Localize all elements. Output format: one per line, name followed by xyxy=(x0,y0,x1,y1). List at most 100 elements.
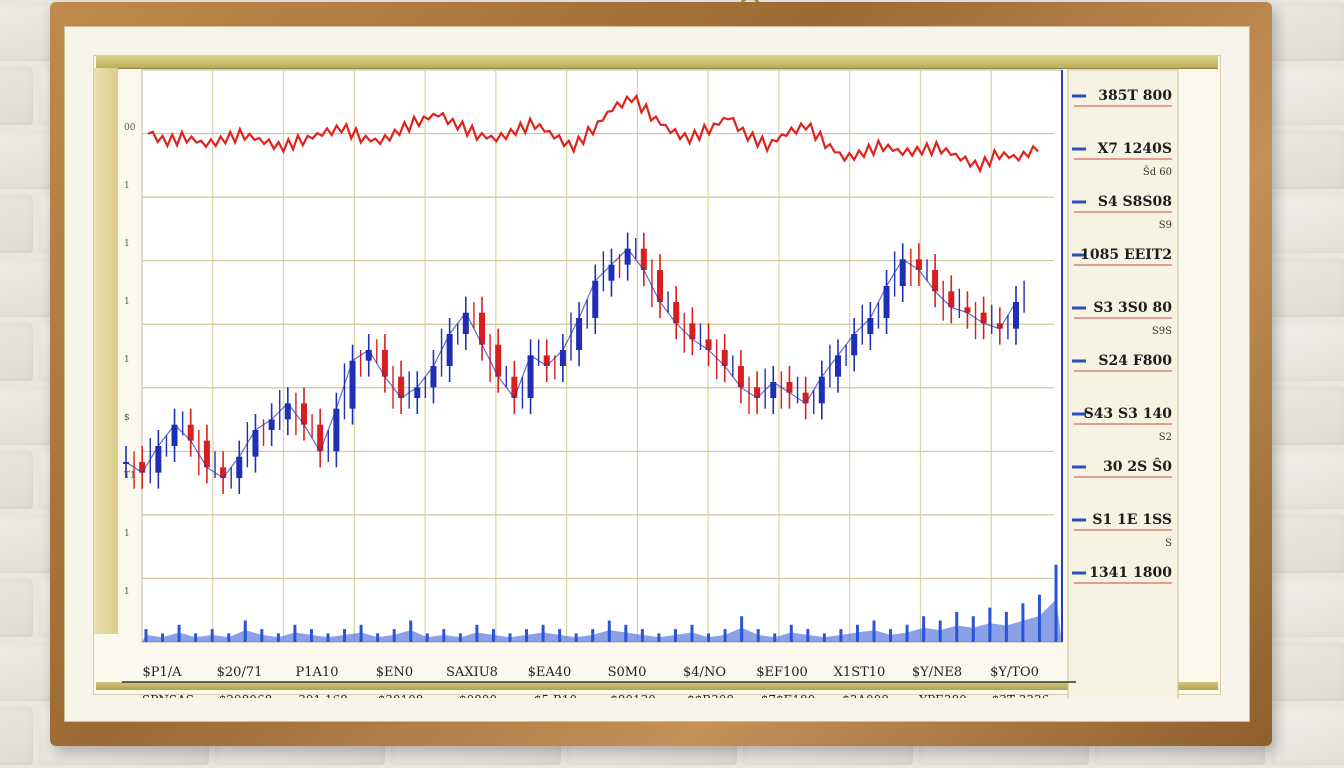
right-value-label: 30 2S Ŝ0 xyxy=(1103,457,1172,475)
candle-body xyxy=(932,270,939,292)
right-value-label: S24 F800 xyxy=(1098,353,1172,369)
candle-body xyxy=(608,264,615,281)
candle-body xyxy=(284,403,291,420)
x-label-bottom: $7$E180 xyxy=(761,693,816,698)
left-tick-label: T1 xyxy=(124,471,136,481)
candle-body xyxy=(640,248,647,270)
candle-body xyxy=(495,344,502,377)
x-label-top: $EN0 xyxy=(376,665,413,680)
candle-body xyxy=(187,424,194,441)
candle-body xyxy=(511,376,518,398)
x-label-bottom: $0800 xyxy=(459,693,497,698)
candle-body xyxy=(365,350,372,361)
wooden-frame: 00 1 1 1 1 $ T1 1 1 385T 800 X7 1240S Ŝd 60 S4 S8S08… xyxy=(50,2,1272,746)
candle-body xyxy=(414,387,421,398)
x-label-top: X1ST10 xyxy=(834,665,886,680)
candles xyxy=(123,232,1025,494)
x-label-bottom: SPNSAS xyxy=(142,693,194,698)
volume-area xyxy=(142,599,1062,642)
right-value-label: S1 1E 1SS xyxy=(1092,512,1172,528)
x-label-top: SAXIU8 xyxy=(446,665,498,680)
left-tick-label: 1 xyxy=(124,297,130,307)
x-label-top: $20/71 xyxy=(217,665,263,680)
candle-body xyxy=(333,408,340,452)
x-label-bottom: $298068 xyxy=(219,693,272,698)
x-label-top: $EA40 xyxy=(528,665,572,680)
x-label-top: $P1/A xyxy=(142,665,182,680)
candle-body xyxy=(462,312,469,334)
candle-body xyxy=(139,462,146,473)
x-label-top: $Y/TO0 xyxy=(990,665,1039,680)
x-label-bottom: 391 168 xyxy=(298,693,348,698)
x-labels: $P1/A $20/71 P1A10 $EN0 SAXIU8 $EA40 S0M0 $4/NO… xyxy=(122,665,1076,698)
candle-body xyxy=(835,355,841,377)
x-label-top: P1A10 xyxy=(296,665,339,680)
chart-board: 00 1 1 1 1 $ T1 1 1 385T 800 X7 1240S Ŝd 60 S4 S8S08… xyxy=(93,55,1221,698)
candle-body xyxy=(236,456,243,478)
x-label-top: S0M0 xyxy=(608,665,647,680)
candle-body xyxy=(220,467,227,478)
candle-body xyxy=(899,259,906,286)
right-value-label: 1085 EEIT2 xyxy=(1080,247,1172,263)
upper-series-line xyxy=(147,93,1039,174)
candle-body xyxy=(592,280,599,318)
right-value-label: S43 S3 140 xyxy=(1084,406,1173,422)
x-label-top: $EF100 xyxy=(756,665,808,680)
candle-body xyxy=(559,350,566,366)
left-tick-label: 1 xyxy=(124,355,130,365)
x-label-top: $Y/NE8 xyxy=(912,665,962,680)
candle-body xyxy=(301,403,307,425)
x-label-top: $4/NO xyxy=(683,665,726,680)
candle-body xyxy=(430,366,437,388)
candle-body xyxy=(1013,302,1019,329)
candle-body xyxy=(543,355,550,366)
candle-body xyxy=(786,382,793,393)
candle-body xyxy=(123,462,129,464)
right-panel xyxy=(1067,69,1179,698)
right-value-label: 385T 800 xyxy=(1098,88,1172,104)
left-tick-label: 00 xyxy=(124,123,136,133)
upper-series xyxy=(147,93,1039,174)
gold-trim-left xyxy=(94,68,118,634)
right-sub-label: S xyxy=(1165,538,1172,549)
left-ticks: 00 1 1 1 1 $ T1 1 1 xyxy=(124,123,136,597)
frame-mat: 00 1 1 1 1 $ T1 1 1 385T 800 X7 1240S Ŝd 60 S4 S8S08… xyxy=(64,26,1250,722)
left-tick-label: 1 xyxy=(124,181,130,191)
x-label-bottom: YPE380 xyxy=(918,693,967,698)
stock-chart: 00 1 1 1 1 $ T1 1 1 385T 800 X7 1240S Ŝd 60 S4 S8S08… xyxy=(122,69,1179,698)
candle-body xyxy=(317,424,324,452)
right-sub-label: Ŝd 60 xyxy=(1143,166,1172,178)
plot-area xyxy=(141,69,1063,643)
candle-body xyxy=(479,312,485,345)
x-label-bottom: $3T 3336 xyxy=(992,693,1050,698)
candle-body xyxy=(705,339,712,350)
right-value-label: X7 1240S xyxy=(1097,141,1172,157)
candle-body xyxy=(381,350,388,377)
candle-body xyxy=(155,446,162,473)
right-sub-label: S9S xyxy=(1152,326,1172,337)
candle-body xyxy=(883,286,890,318)
candle-body xyxy=(851,334,858,356)
candle-body xyxy=(349,360,356,409)
right-value-label: 1341 1800 xyxy=(1089,565,1172,581)
right-sub-label: S2 xyxy=(1159,432,1172,443)
x-label-bottom: $5 B10 xyxy=(534,693,577,698)
left-tick-label: 1 xyxy=(124,529,130,539)
right-value-label: S4 S8S08 xyxy=(1098,194,1172,210)
candle-body xyxy=(980,312,987,324)
candle-body xyxy=(689,323,696,340)
candle-body xyxy=(754,387,761,398)
candle-body xyxy=(948,291,955,308)
candle-body xyxy=(398,376,405,398)
left-tick-label: 1 xyxy=(124,239,130,249)
candle-body xyxy=(818,376,825,404)
candle-body xyxy=(996,323,1003,329)
candle-body xyxy=(867,318,874,334)
candle-body xyxy=(737,366,744,388)
candle-body xyxy=(624,248,631,265)
left-tick-label: 1 xyxy=(124,587,130,597)
x-label-bottom: $$B308 xyxy=(687,693,734,698)
candle-body xyxy=(203,440,210,468)
right-value-label: S3 3S0 80 xyxy=(1093,300,1172,316)
x-label-bottom: $30108 xyxy=(378,693,424,698)
